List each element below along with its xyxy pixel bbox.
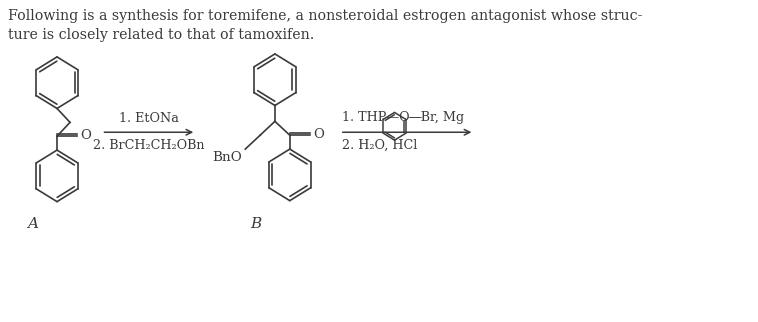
Text: 2. BrCH₂CH₂OBn: 2. BrCH₂CH₂OBn [93, 139, 205, 152]
Text: O: O [313, 128, 324, 141]
Text: B: B [250, 217, 262, 232]
Text: 1. THP—O—: 1. THP—O— [342, 111, 422, 124]
Text: A: A [27, 217, 39, 232]
Text: Following is a synthesis for toremifene, a nonsteroidal estrogen antagonist whos: Following is a synthesis for toremifene,… [8, 9, 642, 42]
Text: BnO: BnO [213, 151, 243, 164]
Text: —Br, Mg: —Br, Mg [409, 111, 465, 124]
Text: O: O [80, 129, 91, 142]
Text: 1. EtONa: 1. EtONa [119, 112, 179, 125]
Text: 2. H₂O, HCl: 2. H₂O, HCl [342, 139, 417, 152]
